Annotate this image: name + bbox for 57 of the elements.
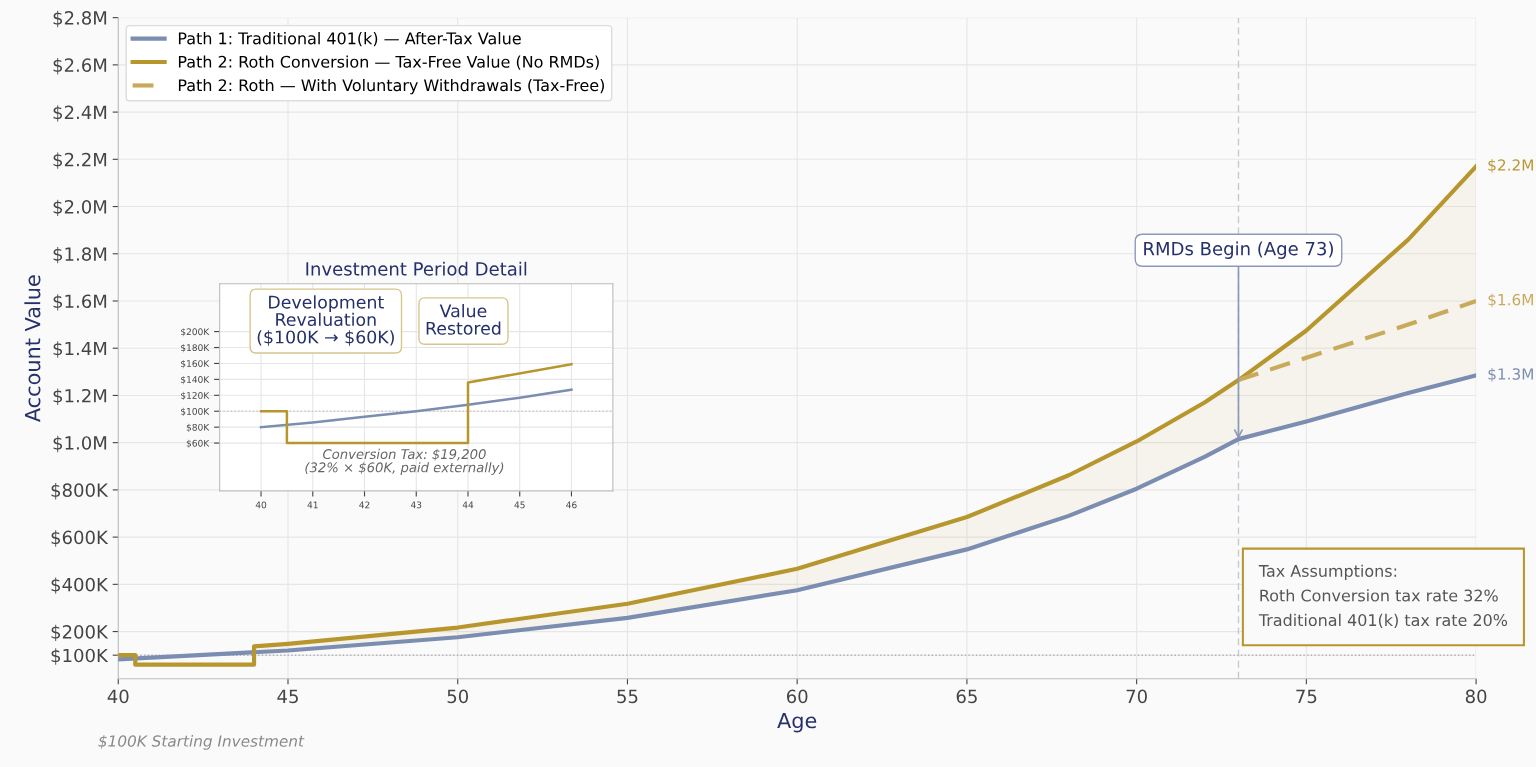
y-tick-label: $80K bbox=[186, 423, 210, 432]
x-tick-label: 75 bbox=[1296, 689, 1317, 704]
data-label: $1.6M bbox=[1488, 293, 1533, 308]
x-tick-label: 42 bbox=[359, 501, 370, 509]
line-series bbox=[259, 388, 573, 429]
y-tick-label: $100K bbox=[51, 648, 109, 665]
y-tick-label: $120K bbox=[181, 391, 210, 401]
x-tick-label: 50 bbox=[447, 689, 469, 704]
y-axis-title: Account Value bbox=[24, 275, 41, 423]
x-tick-label: 43 bbox=[410, 501, 422, 509]
x-tick-label: 80 bbox=[1465, 689, 1487, 704]
annotation: Development Revaluation ($100K → $60K) bbox=[257, 295, 394, 346]
y-tick-label: $1.4M bbox=[53, 341, 107, 358]
line-series bbox=[1236, 298, 1477, 383]
y-tick-label: $600K bbox=[51, 530, 109, 547]
x-tick-label: 65 bbox=[956, 689, 977, 704]
y-tick-label: $1.0M bbox=[53, 435, 107, 453]
annotation: RMDs Begin (Age 73) bbox=[1144, 241, 1333, 259]
y-tick-label: $180K bbox=[181, 344, 210, 353]
y-tick-label: $800K bbox=[51, 483, 109, 500]
y-tick-label: $2.4M bbox=[53, 105, 107, 122]
x-tick-label: 45 bbox=[277, 689, 298, 704]
legend-label: Path 2: Roth — With Voluntary Withdrawals (Tax-Free) bbox=[178, 78, 604, 95]
x-tick-label: 46 bbox=[566, 501, 577, 509]
y-tick-label: $2.0M bbox=[53, 199, 107, 217]
y-tick-label: $400K bbox=[51, 577, 109, 594]
legend-label: Path 1: Traditional 401(k) — After-Tax Value bbox=[178, 32, 521, 47]
y-tick-label: $2.2M bbox=[53, 152, 107, 169]
y-tick-label: $60K bbox=[186, 439, 210, 448]
x-tick-label: 40 bbox=[107, 689, 129, 704]
x-tick-label: 60 bbox=[786, 689, 808, 704]
y-tick-label: $160K bbox=[181, 360, 210, 369]
x-tick-label: 40 bbox=[255, 501, 267, 509]
legend-label: Path 2: Roth Conversion — Tax-Free Value (No RMDs) bbox=[178, 55, 599, 70]
x-tick-label: 70 bbox=[1126, 689, 1147, 704]
x-tick-label: 44 bbox=[462, 501, 474, 509]
y-tick-label: $1.8M bbox=[53, 246, 107, 264]
x-tick-label: 55 bbox=[617, 689, 638, 704]
y-tick-label: $1.2M bbox=[53, 388, 107, 405]
y-tick-label: $1.6M bbox=[53, 294, 107, 311]
annotation: Conversion Tax: $19,200 (32% × $60K, paid externally) bbox=[305, 448, 504, 475]
data-label: $2.2M bbox=[1488, 159, 1533, 173]
x-tick-label: 45 bbox=[514, 501, 525, 509]
x-axis-title: Age bbox=[777, 712, 817, 733]
y-tick-label: $200K bbox=[181, 328, 210, 337]
chart-title: Investment Period Detail bbox=[306, 261, 527, 276]
y-tick-label: $2.8M bbox=[53, 10, 107, 28]
text: $100K Starting Investment bbox=[98, 734, 305, 750]
y-tick-label: $200K bbox=[51, 624, 109, 642]
annotation: Tax Assumptions: Roth Conversion tax rate 32% Traditional 401(k) tax rate 20% bbox=[1258, 564, 1508, 628]
data-label: $1.3M bbox=[1488, 367, 1533, 382]
y-tick-label: $100K bbox=[181, 407, 210, 416]
x-tick-label: 41 bbox=[307, 501, 318, 509]
y-tick-label: $2.6M bbox=[53, 58, 107, 75]
line-series bbox=[259, 362, 573, 445]
y-tick-label: $140K bbox=[181, 375, 210, 385]
annotation: Value Restored bbox=[426, 303, 501, 335]
